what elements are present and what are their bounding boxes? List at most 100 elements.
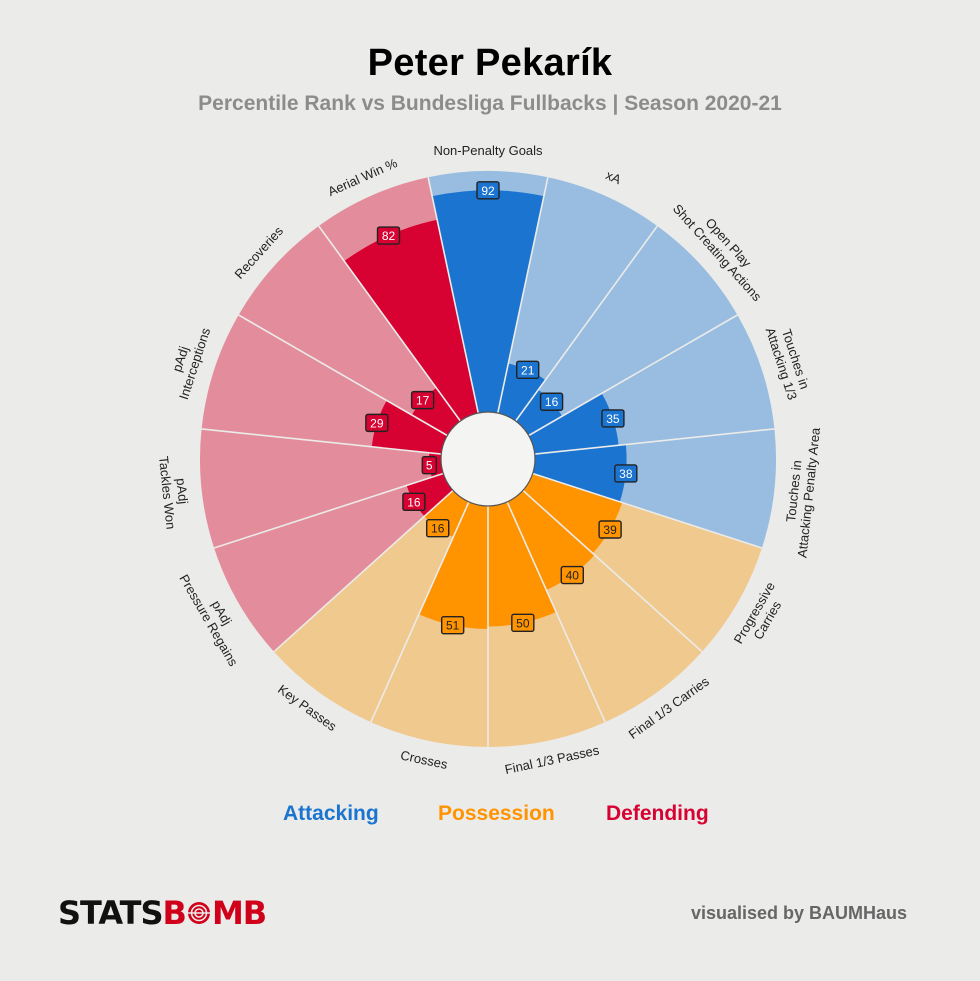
value-badge-box-3 (601, 409, 625, 428)
metric-label-7: Final 1/3 Passes (503, 742, 601, 777)
credit-text: visualised by BAUMHaus (690, 903, 907, 923)
value-label-5: 39 (603, 523, 617, 537)
metric-label-line: Tackles Won (156, 455, 179, 530)
center-hole (440, 411, 536, 507)
metric-label-line: xA (603, 167, 623, 187)
value-label-6: 40 (566, 569, 580, 583)
slice-divider-2 (514, 225, 658, 422)
value-badge-10: 16 (402, 492, 426, 511)
value-badge-2: 16 (539, 392, 564, 411)
slice-divider-7 (506, 501, 606, 723)
slice-value-0 (432, 190, 544, 414)
slice-value-7 (488, 501, 557, 627)
value-badge-0: 92 (476, 181, 500, 200)
slice-divider-5 (532, 472, 763, 549)
value-badge-3: 35 (601, 409, 625, 428)
slice-divider-9 (370, 501, 470, 723)
brand-text-stats: STATS (58, 894, 164, 932)
metric-label-4: Touches inAttacking Penalty Area (780, 425, 824, 559)
value-badge-14: 82 (376, 226, 401, 245)
slice-bg-11 (199, 428, 444, 548)
metric-label-12: pAdjInterceptions (162, 321, 214, 402)
brand-text-b: B (162, 894, 187, 932)
value-badge-box-11 (421, 455, 437, 475)
metric-label-line: Non-Penalty Goals (433, 143, 543, 158)
value-badge-box-7 (511, 613, 535, 633)
slice-divider-1 (496, 177, 549, 414)
slice-value-4 (532, 444, 627, 502)
value-label-3: 35 (606, 412, 620, 426)
value-label-4: 38 (619, 467, 633, 481)
value-label-14: 82 (382, 229, 396, 243)
slice-bg-9 (273, 490, 469, 723)
slice-value-6 (507, 490, 595, 591)
slice-divider-3 (528, 314, 738, 437)
slice-value-8 (418, 501, 488, 629)
value-badge-13: 17 (410, 390, 435, 410)
value-badge-box-1 (516, 360, 540, 380)
slice-bg-10 (214, 473, 454, 652)
legend-attacking: Attacking (283, 802, 379, 825)
value-label-8: 51 (446, 619, 460, 633)
bomb-target-icon (187, 902, 210, 924)
value-label-2: 16 (545, 395, 559, 409)
metric-label-0: Non-Penalty Goals (433, 143, 543, 158)
page-subtitle: Percentile Rank vs Bundesliga Fullbacks … (198, 92, 782, 115)
legend-possession: Possession (438, 802, 555, 825)
slice-divider-10 (273, 489, 454, 653)
slice-divider-14 (318, 225, 462, 422)
value-badge-box-13 (410, 390, 435, 410)
value-label-10: 16 (407, 495, 421, 509)
slice-divider-6 (522, 489, 703, 653)
value-badge-11: 5 (421, 455, 437, 475)
page-title: Peter Pekarík (367, 42, 613, 84)
slice-divider-4 (534, 428, 775, 455)
metric-label-line: Final 1/3 Passes (503, 742, 601, 777)
metric-label-11: pAdjTackles Won (156, 454, 194, 530)
slice-divider-11 (213, 472, 444, 549)
value-label-1: 21 (521, 363, 535, 377)
value-badge-1: 21 (516, 360, 540, 380)
slice-value-5 (522, 473, 623, 554)
value-label-9: 16 (431, 522, 445, 536)
value-badge-box-4 (614, 464, 638, 483)
value-label-11: 5 (426, 459, 433, 473)
legend-defending: Defending (606, 802, 709, 825)
value-badge-8: 51 (440, 615, 465, 635)
slice-value-12 (371, 400, 448, 455)
value-badge-box-6 (560, 565, 584, 585)
value-badge-4: 38 (614, 464, 638, 483)
value-label-13: 17 (416, 394, 430, 408)
value-badge-5: 39 (598, 520, 622, 539)
value-badge-box-9 (426, 519, 450, 538)
slice-divider-12 (201, 428, 442, 455)
value-badge-box-12 (365, 413, 389, 433)
value-label-0: 92 (481, 184, 495, 198)
metric-label-1: xA (603, 167, 623, 187)
metric-label-3: Touches inAttacking 1/3 (763, 321, 815, 402)
value-badge-9: 16 (426, 519, 450, 538)
metric-label-line: Touches in (783, 459, 804, 522)
value-badge-box-14 (376, 226, 401, 245)
slice-bg-1 (497, 177, 658, 421)
value-badge-box-5 (598, 520, 622, 539)
slice-divider-0 (427, 177, 480, 414)
value-badge-box-10 (402, 492, 426, 511)
statsbomb-logo: STATS B MB (58, 893, 267, 933)
brand-text-mb: MB (211, 894, 267, 932)
value-badge-12: 29 (365, 413, 389, 433)
value-badge-box-0 (476, 181, 500, 200)
value-label-12: 29 (370, 416, 384, 430)
slice-value-14 (344, 219, 479, 421)
slice-divider-13 (238, 314, 448, 437)
value-label-7: 50 (516, 616, 530, 630)
slice-bg-2 (515, 226, 738, 436)
metric-label-8: Crosses (399, 747, 449, 772)
value-badge-box-8 (440, 615, 465, 635)
value-badge-box-2 (539, 392, 564, 411)
slice-value-3 (528, 393, 619, 455)
value-badge-6: 40 (560, 565, 584, 585)
metric-label-line: pAdj (173, 477, 191, 505)
value-badge-7: 50 (511, 613, 535, 633)
